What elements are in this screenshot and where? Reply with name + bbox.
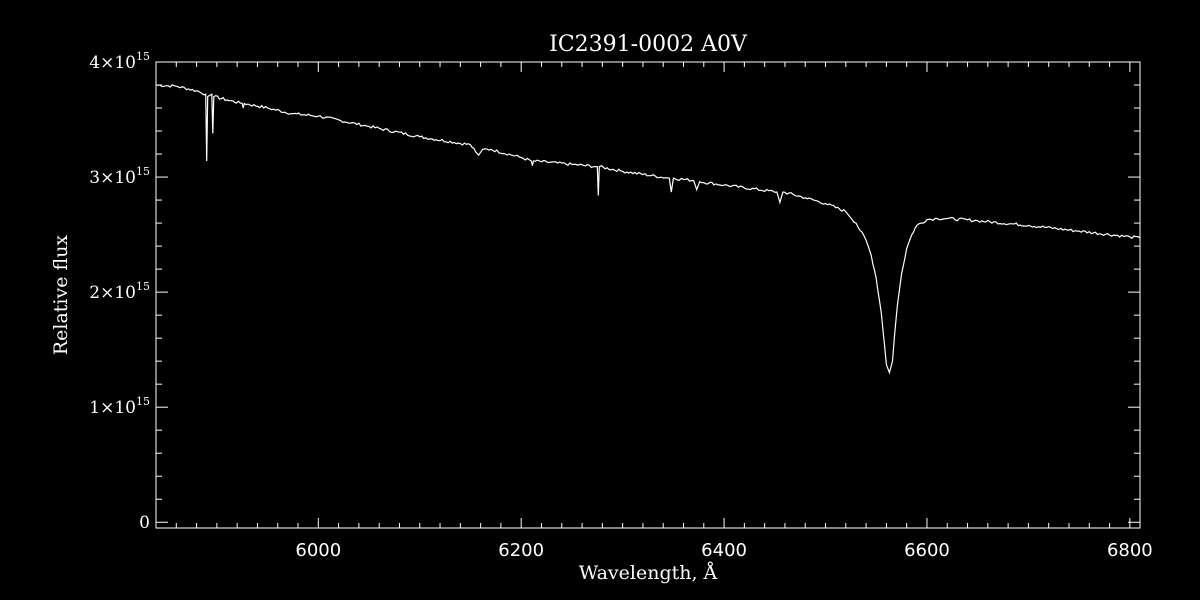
x-tick-label: 6200: [498, 540, 544, 561]
y-axis-label: Relative flux: [50, 235, 72, 356]
y-tick-label: 2×1015: [89, 280, 150, 303]
x-tick-label: 6800: [1107, 540, 1153, 561]
chart-title: IC2391-0002 A0V: [549, 32, 748, 57]
y-tick-label: 1×1015: [89, 395, 150, 418]
x-tick-label: 6400: [701, 540, 747, 561]
spectrum-line: [155, 84, 1141, 375]
y-tick-label: 4×1015: [89, 50, 150, 73]
x-axis-label: Wavelength, Å: [579, 562, 718, 584]
plot-frame: [155, 61, 1141, 529]
x-tick-labels: 6000 6200 6400 6600 6800: [295, 540, 1152, 561]
x-tick-label: 6600: [904, 540, 950, 561]
x-tick-label: 6000: [295, 540, 341, 561]
axis-ticks: [155, 61, 1140, 528]
y-tick-label: 3×1015: [89, 165, 150, 188]
y-tick-labels: 0 1×1015 2×1015 3×1015 4×1015: [89, 50, 150, 533]
y-tick-label: 0: [139, 513, 150, 533]
